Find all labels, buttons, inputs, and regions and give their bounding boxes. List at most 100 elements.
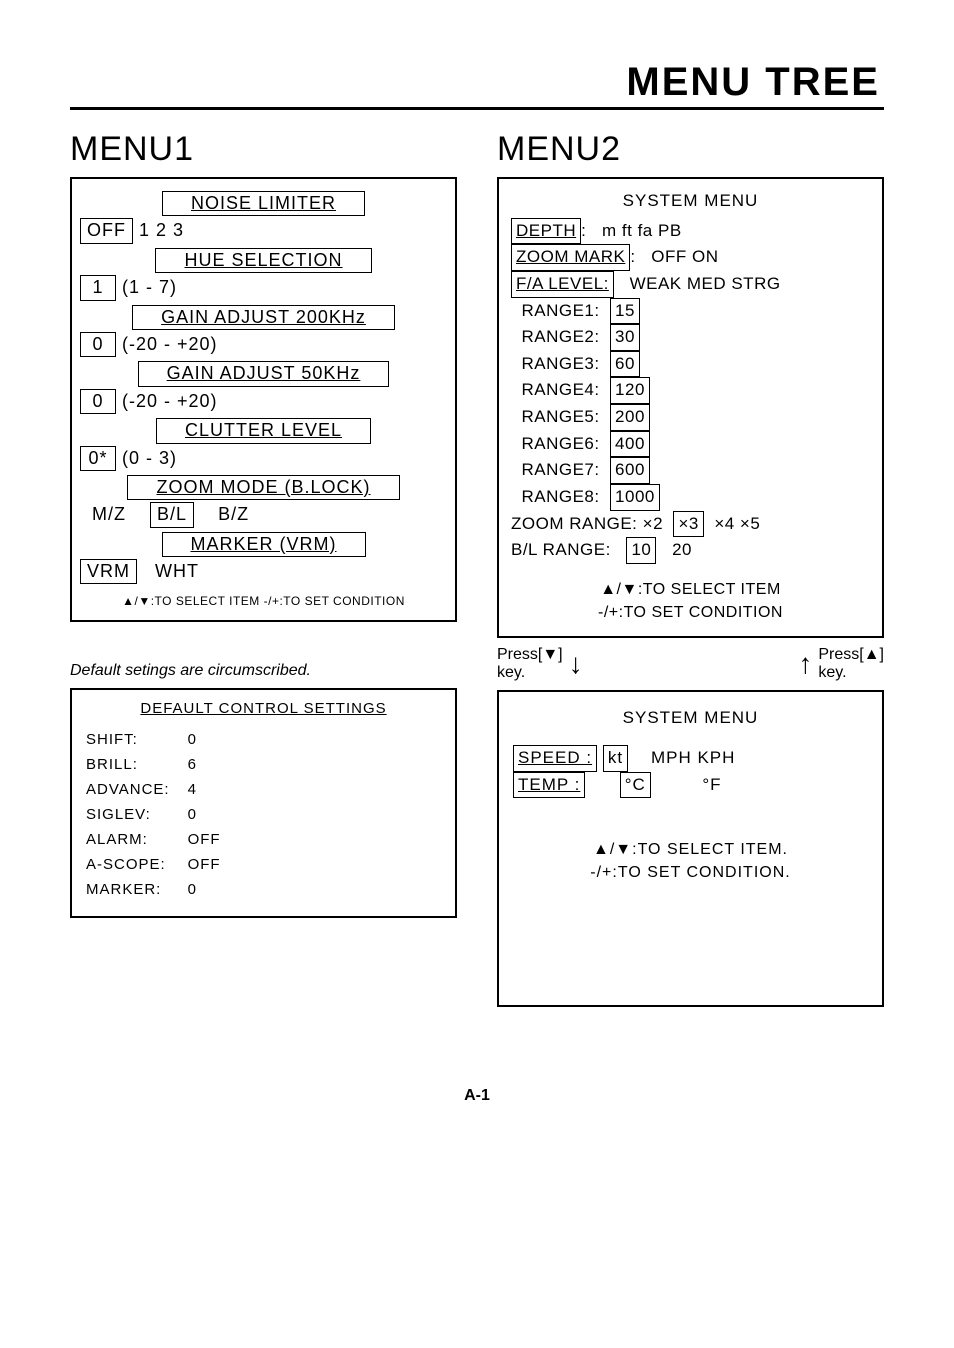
default-label: BRILL: xyxy=(86,752,188,777)
noise-limiter-title: NOISE LIMITER xyxy=(162,191,365,216)
range4-row: RANGE4: 120 xyxy=(511,377,870,404)
marker-value[interactable]: VRM xyxy=(80,559,137,584)
zoommark-sep: : xyxy=(630,247,635,266)
gain50-value-row: 0 (-20 - +20) xyxy=(80,389,447,414)
range1-value[interactable]: 15 xyxy=(610,298,640,325)
default-label: SIGLEV: xyxy=(86,802,188,827)
depth-row: DEPTH: m ft fa PB xyxy=(511,218,870,245)
blrange-value[interactable]: 10 xyxy=(626,537,656,564)
zoommark-options: OFF ON xyxy=(651,247,718,266)
depth-label[interactable]: DEPTH xyxy=(511,218,581,245)
table-row: MARKER:0 xyxy=(86,877,239,902)
zoommode-value[interactable]: B/L xyxy=(150,502,194,527)
table-row: A-SCOPE:OFF xyxy=(86,852,239,877)
range5-label: RANGE5: xyxy=(521,407,599,426)
system-menu-hint: ▲/▼:TO SELECT ITEM -/+:TO SET CONDITION xyxy=(511,578,870,624)
range4-label: RANGE4: xyxy=(521,380,599,399)
default-value: 0 xyxy=(188,802,239,827)
clutter-range: (0 - 3) xyxy=(122,448,177,468)
range3-row: RANGE3: 60 xyxy=(511,351,870,378)
range2-value[interactable]: 30 xyxy=(610,324,640,351)
gain200-value[interactable]: 0 xyxy=(80,332,116,357)
system-menu-hint2: -/+:TO SET CONDITION xyxy=(511,601,870,624)
range7-value[interactable]: 600 xyxy=(610,457,650,484)
default-value: OFF xyxy=(188,827,239,852)
range6-label: RANGE6: xyxy=(521,434,599,453)
system-menu-title: SYSTEM MENU xyxy=(511,189,870,214)
zoomrange-value[interactable]: ×3 xyxy=(673,511,703,538)
menu2-heading: MENU2 xyxy=(497,130,884,169)
system-menu-hint1: ▲/▼:TO SELECT ITEM xyxy=(511,578,870,601)
system-menu2-hint: ▲/▼:TO SELECT ITEM. -/+:TO SET CONDITION… xyxy=(513,838,868,884)
nav-arrows: Press[▼] key. ↓ ↑ Press[▲] key. xyxy=(497,646,884,682)
default-value: 0 xyxy=(188,727,239,752)
system-menu-panel: SYSTEM MENU DEPTH: m ft fa PB ZOOM MARK:… xyxy=(497,177,884,638)
hue-selection-value[interactable]: 1 xyxy=(80,275,116,300)
zoomrange-post: ×4 ×5 xyxy=(714,514,760,533)
falevel-label[interactable]: F/A LEVEL: xyxy=(511,271,614,298)
gain50-value[interactable]: 0 xyxy=(80,389,116,414)
default-label: SHIFT: xyxy=(86,727,188,752)
defaults-panel: DEFAULT CONTROL SETTINGS SHIFT:0 BRILL:6… xyxy=(70,688,457,918)
noise-limiter-value[interactable]: OFF xyxy=(80,218,133,243)
marker-option: WHT xyxy=(155,561,199,581)
zoomrange-row: ZOOM RANGE: ×2 ×3 ×4 ×5 xyxy=(511,511,870,538)
content-columns: MENU1 NOISE LIMITER OFF 1 2 3 HUE SELECT… xyxy=(70,130,884,1007)
table-row: SIGLEV:0 xyxy=(86,802,239,827)
falevel-row: F/A LEVEL: WEAK MED STRG xyxy=(511,271,870,298)
clutter-title: CLUTTER LEVEL xyxy=(156,418,371,443)
marker-title-row: MARKER (VRM) xyxy=(80,530,447,557)
gain200-range: (-20 - +20) xyxy=(122,334,218,354)
temp-value[interactable]: °C xyxy=(620,772,651,799)
range6-value[interactable]: 400 xyxy=(610,431,650,458)
gain50-range: (-20 - +20) xyxy=(122,391,218,411)
range5-value[interactable]: 200 xyxy=(610,404,650,431)
noise-limiter-title-row: NOISE LIMITER xyxy=(80,189,447,216)
arrow-up-icon: ↑ xyxy=(798,650,812,678)
table-row: SHIFT:0 xyxy=(86,727,239,752)
default-value: OFF xyxy=(188,852,239,877)
defaults-table: SHIFT:0 BRILL:6 ADVANCE:4 SIGLEV:0 ALARM… xyxy=(86,727,239,902)
page-title-wrap: MENU TREE xyxy=(70,60,884,110)
temp-label[interactable]: TEMP : xyxy=(513,772,585,799)
default-value: 0 xyxy=(188,877,239,902)
gain200-title: GAIN ADJUST 200KHz xyxy=(132,305,395,330)
system-menu2-title: SYSTEM MENU xyxy=(513,706,868,731)
speed-row: SPEED : kt MPH KPH xyxy=(513,745,868,772)
zoommode-suffix: B/Z xyxy=(218,504,249,524)
clutter-value-row: 0* (0 - 3) xyxy=(80,446,447,471)
menu1-panel: NOISE LIMITER OFF 1 2 3 HUE SELECTION 1 … xyxy=(70,177,457,622)
range5-row: RANGE5: 200 xyxy=(511,404,870,431)
speed-label[interactable]: SPEED : xyxy=(513,745,597,772)
falevel-options: WEAK MED STRG xyxy=(630,274,781,293)
clutter-title-row: CLUTTER LEVEL xyxy=(80,416,447,443)
zoommark-label[interactable]: ZOOM MARK xyxy=(511,244,630,271)
default-value: 4 xyxy=(188,777,239,802)
blrange-post: 20 xyxy=(672,540,692,559)
range1-row: RANGE1: 15 xyxy=(511,298,870,325)
range7-row: RANGE7: 600 xyxy=(511,457,870,484)
system-menu2-hint1: ▲/▼:TO SELECT ITEM. xyxy=(513,838,868,861)
page-title: MENU TREE xyxy=(622,60,884,105)
nav-up-label: Press[▲] key. xyxy=(818,646,884,682)
range3-value[interactable]: 60 xyxy=(610,351,640,378)
hue-selection-range: (1 - 7) xyxy=(122,277,177,297)
speed-value[interactable]: kt xyxy=(603,745,628,772)
range2-row: RANGE2: 30 xyxy=(511,324,870,351)
default-label: ADVANCE: xyxy=(86,777,188,802)
zoommode-title: ZOOM MODE (B.LOCK) xyxy=(127,475,399,500)
system-menu2-panel: SYSTEM MENU SPEED : kt MPH KPH TEMP : °C… xyxy=(497,690,884,1006)
blrange-label: B/L RANGE: xyxy=(511,540,611,559)
range6-row: RANGE6: 400 xyxy=(511,431,870,458)
range8-label: RANGE8: xyxy=(521,487,599,506)
depth-options: m ft fa PB xyxy=(602,221,682,240)
range3-label: RANGE3: xyxy=(521,354,599,373)
clutter-value[interactable]: 0* xyxy=(80,446,116,471)
nav-up: ↑ Press[▲] key. xyxy=(798,646,884,682)
temp-option: °F xyxy=(702,775,721,794)
range8-value[interactable]: 1000 xyxy=(610,484,660,511)
range4-value[interactable]: 120 xyxy=(610,377,650,404)
zoomrange-pre: ×2 xyxy=(643,514,663,533)
page-number: A-1 xyxy=(70,1087,884,1105)
menu1-hint: ▲/▼:TO SELECT ITEM -/+:TO SET CONDITION xyxy=(80,594,447,610)
